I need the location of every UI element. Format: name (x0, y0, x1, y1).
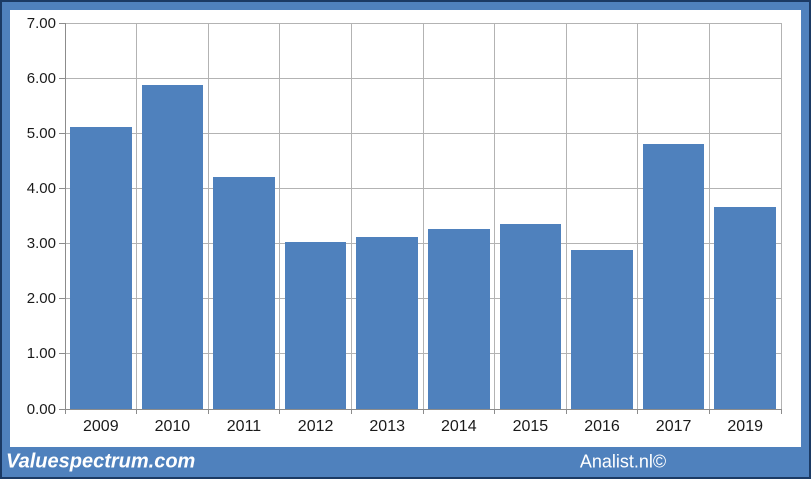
y-axis-line (64, 23, 66, 409)
bar-2012 (284, 241, 347, 409)
x-axis-tick (780, 409, 782, 414)
y-axis-tick (59, 353, 65, 355)
vertical-gridline (494, 23, 496, 409)
x-axis-category-label: 2019 (727, 418, 763, 435)
y-axis-tick (59, 187, 65, 189)
y-axis-tick (59, 22, 65, 24)
bar-2013 (356, 236, 418, 409)
x-axis-tick (494, 409, 496, 414)
bar-2010 (141, 84, 204, 409)
x-axis-category-label: 2015 (512, 418, 549, 435)
x-axis-tick (207, 409, 209, 414)
y-axis-tick-label: 6.00 (26, 69, 56, 87)
vertical-gridline (637, 23, 639, 409)
bar-2009 (70, 126, 132, 409)
x-axis-tick (637, 409, 639, 414)
bar-2014 (428, 229, 490, 409)
vertical-gridline (207, 23, 209, 409)
x-axis-category-label: 2011 (226, 418, 262, 435)
y-axis-tick (59, 408, 65, 410)
x-axis-category-label: 2016 (584, 418, 620, 435)
bar-2016 (571, 250, 633, 409)
x-axis-category-label: 2010 (154, 418, 191, 435)
x-axis-tick (279, 409, 281, 414)
x-axis-tick (64, 409, 66, 414)
bar-chart-plot-area: 0.00 1.00 2.00 3.00 4.00 5.00 6.00 7.00 2009 2010… (10, 10, 801, 447)
x-axis-category-label: 2017 (655, 418, 692, 435)
valuespectrum-logo-text: Valuespectrum.com (6, 450, 196, 473)
chart-canvas: 0.00 1.00 2.00 3.00 4.00 5.00 6.00 7.00 2009 2010… (10, 10, 801, 447)
vertical-gridline (279, 23, 281, 409)
x-axis-category-label: 2012 (297, 418, 334, 435)
bar-2015 (499, 224, 562, 409)
y-axis-tick-label: 2.00 (26, 290, 56, 308)
bar-2017 (642, 143, 705, 409)
x-axis-tick (565, 409, 567, 414)
vertical-gridline (565, 23, 567, 409)
x-axis-tick (708, 409, 710, 414)
y-axis-tick-label: 1.00 (26, 345, 56, 363)
x-axis-category-label: 2014 (441, 418, 477, 435)
y-axis-tick-label: 0.00 (26, 400, 56, 418)
y-axis-tick (59, 243, 65, 245)
y-axis-tick-label: 4.00 (26, 179, 56, 197)
x-axis-category-label: 2013 (369, 418, 405, 435)
analist-credit-text: Analist.nl© (579, 451, 667, 472)
vertical-gridline (780, 23, 782, 409)
vertical-gridline (350, 23, 352, 409)
x-axis-tick (422, 409, 424, 414)
bar-2011 (213, 176, 275, 409)
x-axis-tick (350, 409, 352, 414)
y-axis-tick (59, 77, 65, 79)
y-axis-tick-label: 5.00 (26, 124, 56, 142)
vertical-gridline (708, 23, 710, 409)
vertical-gridline (136, 23, 138, 409)
x-axis-category-label: 2009 (83, 418, 119, 435)
x-axis-tick (136, 409, 138, 414)
vertical-gridline (422, 23, 424, 409)
y-axis-tick-label: 7.00 (26, 14, 56, 32)
branding-bar: Valuespectrum.com Analist.nl© (2, 447, 809, 477)
bar-2019 (714, 207, 776, 409)
y-axis-tick (59, 132, 65, 134)
y-axis-tick (59, 298, 65, 300)
y-axis-tick-label: 3.00 (26, 235, 56, 253)
